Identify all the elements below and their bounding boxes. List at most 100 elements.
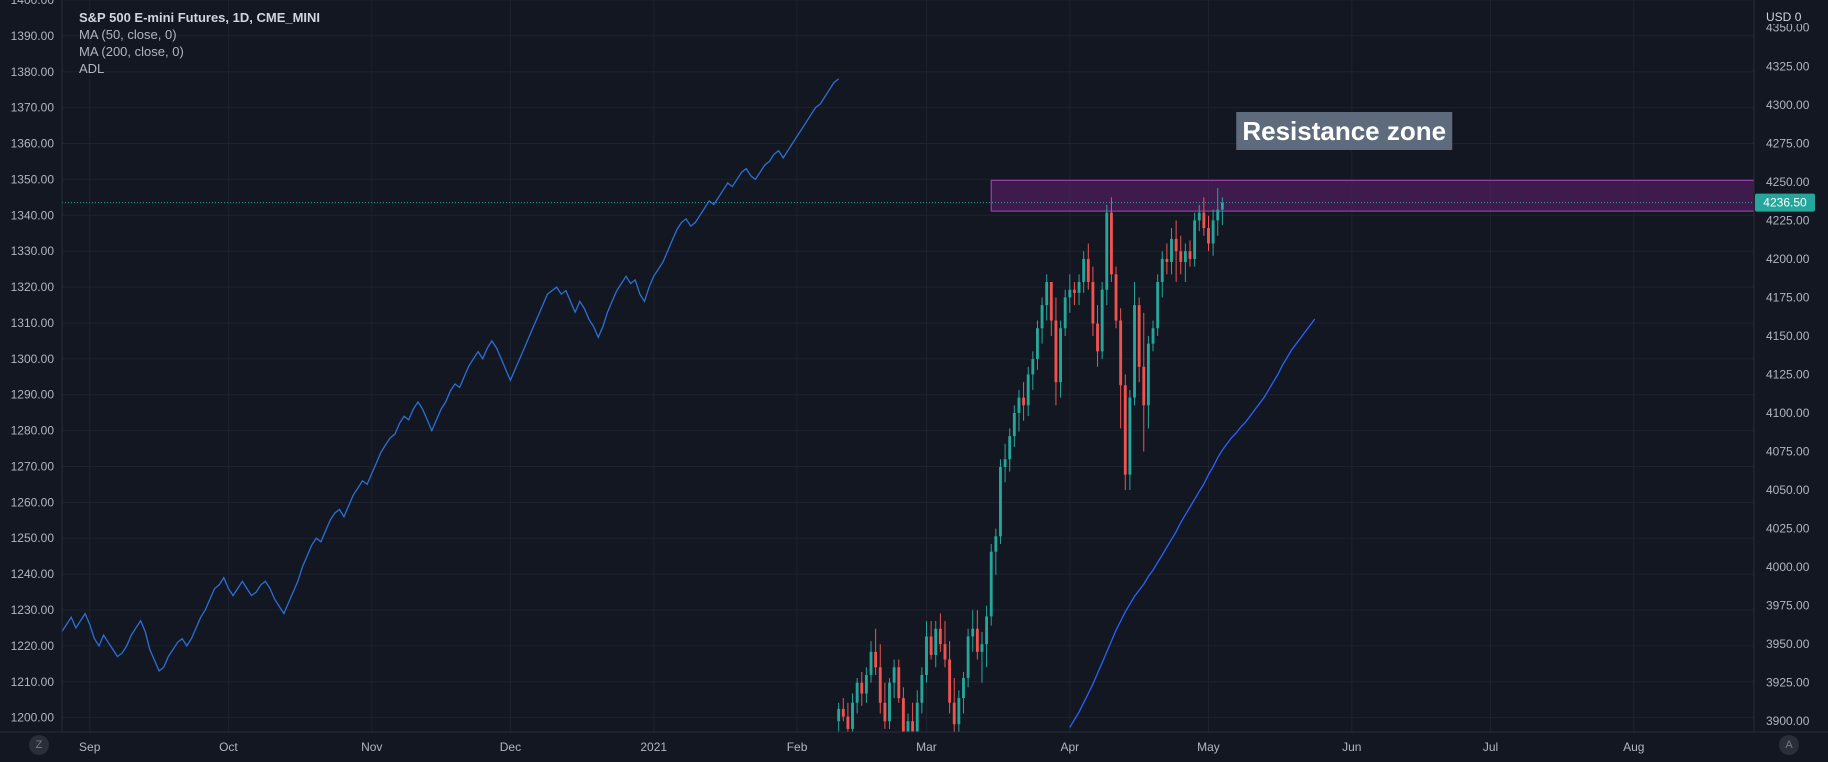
- candle-body: [878, 667, 882, 703]
- candle: [962, 671, 965, 714]
- candle-body: [938, 628, 942, 645]
- legend-ma50[interactable]: MA (50, close, 0): [79, 27, 177, 42]
- candle-body: [934, 628, 938, 655]
- candle: [989, 543, 993, 626]
- right-axis-tick-label: 4225.00: [1766, 213, 1810, 227]
- grid-lines: [62, 0, 1754, 732]
- candle-body: [999, 466, 1002, 537]
- candle: [869, 641, 873, 683]
- candle: [864, 667, 868, 703]
- candle-body: [1216, 209, 1220, 221]
- left-axis-tick-label: 1350.00: [11, 172, 55, 186]
- candle-body: [1119, 320, 1123, 386]
- candle-body: [975, 628, 979, 652]
- candle-body: [962, 678, 965, 699]
- x-axis-tick-label: May: [1197, 740, 1220, 754]
- x-axis-tick-label: Feb: [787, 740, 808, 754]
- candle-body: [943, 644, 947, 660]
- candle-body: [1086, 258, 1090, 283]
- candle-body: [851, 702, 854, 729]
- candle: [920, 667, 924, 714]
- candle: [975, 610, 979, 660]
- legend-ma200[interactable]: MA (200, close, 0): [79, 44, 184, 59]
- candle-body: [1160, 258, 1164, 283]
- candle: [1105, 204, 1109, 306]
- candle: [948, 641, 952, 714]
- x-axis-tick-label: Sep: [79, 740, 101, 754]
- candle: [1096, 305, 1099, 367]
- candle: [999, 459, 1002, 544]
- left-axis-tick-label: 1250.00: [11, 531, 55, 545]
- candle: [1133, 282, 1136, 406]
- candle-body: [855, 682, 859, 703]
- x-axis-tick-label: Oct: [219, 740, 238, 754]
- candle: [1100, 282, 1104, 360]
- candle: [888, 678, 891, 729]
- candle: [1188, 240, 1192, 267]
- candle-body: [980, 644, 984, 652]
- zoom-reset-button[interactable]: Z: [29, 735, 49, 755]
- left-axis-tick-label: 1330.00: [11, 244, 55, 258]
- right-axis-tick-label: 4175.00: [1766, 290, 1810, 304]
- chart-legend: S&P 500 E-mini Futures, 1D, CME_MINI MA …: [79, 9, 320, 77]
- last-price-badge: [1755, 193, 1815, 212]
- candle: [1059, 320, 1062, 398]
- right-axis-tick-label: 4350.00: [1766, 21, 1810, 35]
- candle: [1017, 389, 1021, 432]
- right-axis-tick-label: 4325.00: [1766, 59, 1810, 73]
- right-axis-tick-label: 3925.00: [1766, 676, 1810, 690]
- candle: [855, 678, 859, 714]
- candle: [934, 621, 938, 668]
- left-axis-tick-label: 1320.00: [11, 280, 55, 294]
- right-axis-tick-label: 4125.00: [1766, 367, 1810, 381]
- candle-body: [1082, 258, 1086, 283]
- left-axis-tick-label: 1240.00: [11, 567, 55, 581]
- candle-body: [1096, 323, 1099, 352]
- left-axis-tick-label: 1200.00: [11, 711, 55, 725]
- candle: [1216, 188, 1220, 236]
- legend-adl[interactable]: ADL: [79, 61, 105, 76]
- candle: [1211, 209, 1215, 256]
- candle-body: [874, 651, 878, 668]
- symbol-title[interactable]: S&P 500 E-mini Futures, 1D, CME_MINI: [79, 10, 321, 25]
- x-axis-tick-label: Nov: [361, 740, 382, 754]
- left-axis-tick-label: 1380.00: [11, 65, 55, 79]
- candle-body: [1063, 297, 1067, 329]
- candle: [985, 605, 989, 668]
- currency-label[interactable]: USD 0: [1764, 10, 1804, 24]
- auto-scale-button[interactable]: A: [1779, 735, 1799, 755]
- candle: [1146, 335, 1150, 429]
- candle: [1174, 220, 1178, 283]
- candle-body: [994, 536, 998, 552]
- candle-body: [1142, 366, 1146, 406]
- candle: [883, 682, 887, 729]
- candle-body: [1049, 282, 1053, 321]
- x-axis-tick-label: 2021: [640, 740, 667, 754]
- right-axis-tick-label: 3900.00: [1766, 714, 1810, 728]
- candle: [846, 702, 850, 734]
- candle: [1142, 312, 1146, 452]
- candle-body: [952, 702, 956, 725]
- left-axis-tick-label: 1280.00: [11, 424, 55, 438]
- candle: [1091, 266, 1095, 336]
- candle-body: [888, 682, 891, 722]
- left-axis-tick-label: 1210.00: [11, 675, 55, 689]
- candle: [1036, 320, 1039, 370]
- candle-body: [1151, 328, 1155, 344]
- candle-body: [1008, 436, 1012, 460]
- currency-code: USD: [1766, 10, 1792, 24]
- candle-body: [897, 667, 901, 699]
- candle-body: [915, 702, 919, 745]
- candle: [1082, 251, 1086, 293]
- x-axis-tick-label: Dec: [500, 740, 521, 754]
- candle: [897, 659, 901, 703]
- right-axis-tick-label: 4075.00: [1766, 445, 1810, 459]
- left-axis-tick-label: 1260.00: [11, 495, 55, 509]
- candle: [1170, 228, 1173, 275]
- candle-body: [1183, 251, 1187, 262]
- left-axis-tick-label: 1370.00: [11, 101, 55, 115]
- left-axis-tick-label: 1310.00: [11, 316, 55, 330]
- candle-body: [1036, 328, 1039, 360]
- candle: [1220, 197, 1224, 225]
